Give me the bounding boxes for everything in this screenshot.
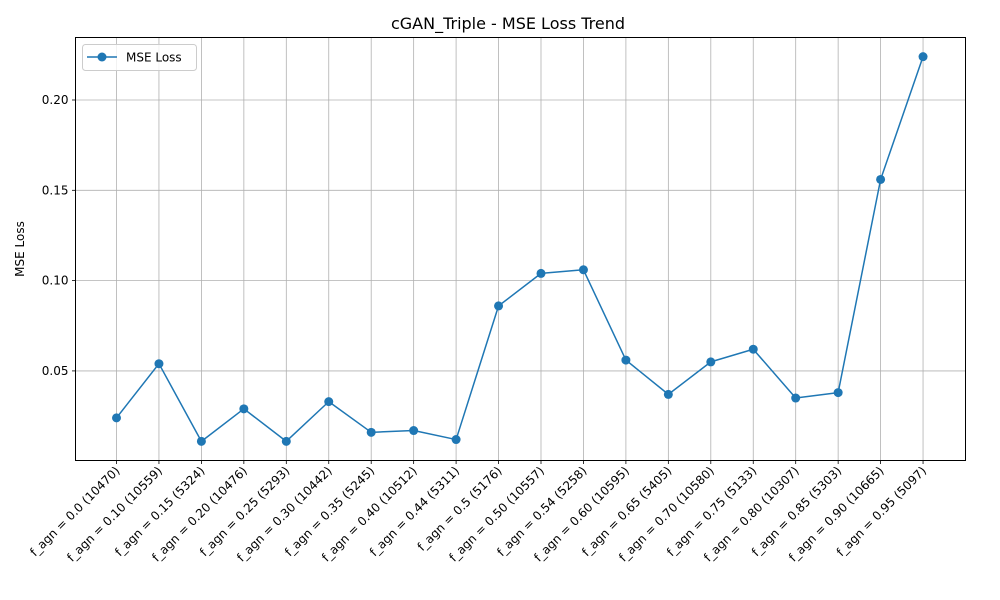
data-point [281,436,291,446]
y-tick-label: 0.15 [42,183,69,197]
data-point [239,404,249,414]
grid-lines [75,37,966,461]
y-tick-label: 0.05 [42,364,69,378]
data-point [536,268,546,278]
data-point [324,397,334,407]
y-axis: 0.05 0.10 0.15 0.20 [42,93,76,378]
data-point [663,389,673,399]
data-point [791,393,801,403]
x-axis: f_agn = 0.0 (10470)f_agn = 0.10 (10559)f… [27,460,929,565]
series-layer [112,52,928,446]
data-point [196,436,206,446]
y-tick-label: 0.10 [42,274,69,288]
data-point [748,344,758,354]
y-tick-label: 0.20 [42,93,69,107]
data-point [876,174,886,184]
legend: MSE Loss [82,44,197,71]
legend-box [82,44,197,71]
data-point [112,413,121,423]
data-point [494,301,504,311]
legend-marker-swatch [97,52,107,62]
data-point [621,355,631,365]
data-point [366,427,376,437]
data-point [918,52,928,62]
plot-area-frame [75,37,966,461]
data-point [706,357,716,367]
chart-title: cGAN_Triple - MSE Loss Trend [391,14,625,34]
y-axis-label: MSE Loss [13,221,27,277]
legend-label: MSE Loss [126,51,182,65]
data-point [154,359,164,369]
series-line-mse-loss [115,56,924,443]
data-point [409,426,419,436]
data-point [833,388,843,398]
data-point [451,435,461,445]
data-point [578,265,588,275]
